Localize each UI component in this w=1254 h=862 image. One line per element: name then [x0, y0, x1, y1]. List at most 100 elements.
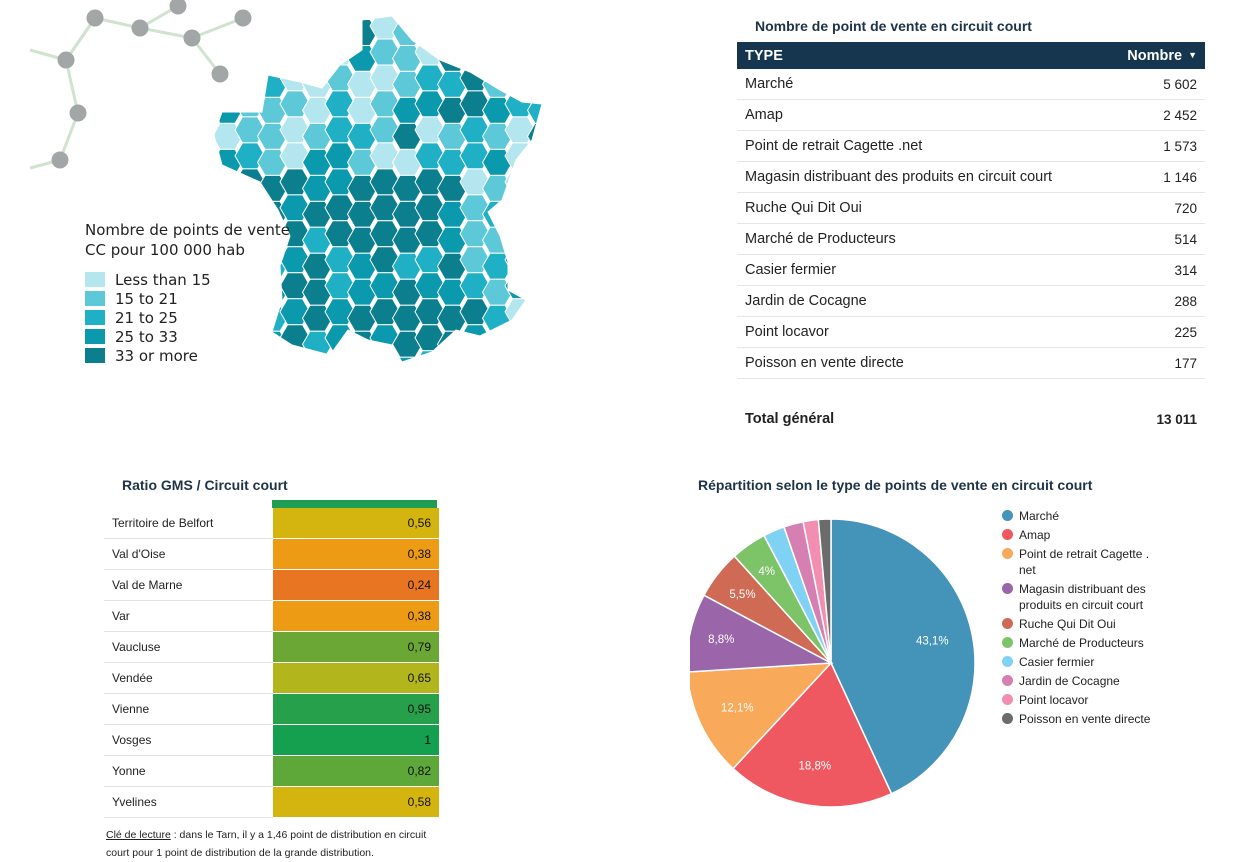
department-shape[interactable] [213, 174, 244, 202]
department-shape[interactable] [504, 376, 536, 403]
pie-legend-item[interactable]: Casier fermier [1002, 654, 1162, 670]
department-shape[interactable] [414, 376, 446, 403]
department-shape[interactable] [481, 330, 514, 358]
pie-legend-item[interactable]: Marché [1002, 508, 1162, 524]
department-shape[interactable] [504, 194, 536, 222]
department-shape[interactable] [190, 403, 220, 420]
department-shape[interactable] [256, 45, 289, 72]
department-shape[interactable] [504, 13, 536, 40]
table-row[interactable]: Marché de Producteurs 514 [737, 223, 1205, 255]
department-shape[interactable] [325, 0, 355, 13]
department-shape[interactable] [459, 13, 491, 40]
department-shape[interactable] [256, 19, 289, 46]
pie-slice[interactable] [817, 518, 832, 664]
department-shape[interactable] [190, 168, 221, 196]
department-shape[interactable] [369, 350, 401, 378]
pie-legend-item[interactable]: Ruche Qui Dit Oui [1002, 616, 1162, 632]
department-shape[interactable] [481, 70, 514, 98]
department-shape[interactable] [526, 278, 559, 306]
department-shape[interactable] [459, 324, 491, 352]
department-shape[interactable] [370, 403, 400, 420]
ratio-row[interactable]: Vendée 0,65 [104, 662, 439, 694]
department-shape[interactable] [526, 356, 559, 384]
department-shape[interactable] [391, 382, 424, 409]
department-shape[interactable] [505, 403, 535, 420]
department-shape[interactable] [301, 0, 334, 20]
department-shape[interactable] [526, 382, 559, 409]
department-shape[interactable] [346, 382, 379, 409]
department-shape[interactable] [526, 252, 559, 280]
ratio-row[interactable]: Yvelines 0,58 [104, 786, 439, 818]
pie-legend-item[interactable]: Magasin distribuant des produits en circ… [1002, 581, 1162, 613]
department-shape[interactable] [459, 376, 491, 403]
department-shape[interactable] [504, 324, 536, 352]
department-shape[interactable] [526, 148, 559, 176]
department-shape[interactable] [526, 96, 559, 124]
department-shape[interactable] [279, 376, 311, 403]
department-shape[interactable] [481, 356, 514, 384]
department-shape[interactable] [504, 64, 536, 92]
department-shape[interactable] [301, 382, 334, 409]
table-row[interactable]: Casier fermier 314 [737, 254, 1205, 286]
pie-legend-item[interactable]: Point locavor [1002, 692, 1162, 708]
department-shape[interactable] [505, 0, 535, 13]
department-shape[interactable] [235, 403, 265, 420]
department-shape[interactable] [369, 376, 401, 403]
pie-legend-item[interactable]: Amap [1002, 527, 1162, 543]
ratio-row[interactable]: Var 0,38 [104, 600, 439, 632]
department-shape[interactable] [280, 0, 310, 13]
sort-desc-icon[interactable]: ▼ [1188, 49, 1197, 60]
ratio-row[interactable]: Val de Marne 0,24 [104, 569, 439, 601]
department-shape[interactable] [415, 0, 445, 13]
department-shape[interactable] [190, 0, 220, 13]
department-shape[interactable] [280, 403, 310, 420]
department-shape[interactable] [481, 0, 514, 20]
department-shape[interactable] [481, 45, 514, 72]
department-shape[interactable] [279, 13, 311, 40]
department-shape[interactable] [234, 376, 266, 403]
department-shape[interactable] [234, 38, 266, 66]
department-shape[interactable] [481, 382, 514, 409]
table-row[interactable]: Amap 2 452 [737, 99, 1205, 131]
department-shape[interactable] [504, 220, 536, 248]
department-shape[interactable] [504, 168, 536, 196]
department-shape[interactable] [346, 0, 379, 20]
department-shape[interactable] [481, 19, 514, 46]
department-shape[interactable] [436, 45, 469, 72]
department-shape[interactable] [279, 38, 311, 66]
department-shape[interactable] [504, 350, 536, 378]
france-departments-map[interactable] [0, 0, 700, 420]
department-shape[interactable] [526, 304, 559, 332]
department-shape[interactable] [213, 96, 244, 124]
department-shape[interactable] [370, 0, 400, 13]
ratio-row[interactable]: Val d'Oise 0,38 [104, 538, 439, 570]
department-shape[interactable] [526, 19, 559, 46]
table-row[interactable]: Jardin de Cocagne 288 [737, 285, 1205, 317]
department-shape[interactable] [504, 38, 536, 66]
department-shape[interactable] [436, 382, 469, 409]
department-shape[interactable] [526, 174, 559, 202]
column-header-count[interactable]: Nombre ▼ [1106, 42, 1205, 69]
department-shape[interactable] [213, 382, 244, 409]
pie-legend-item[interactable]: Marché de Producteurs [1002, 635, 1162, 651]
pie-legend-item[interactable]: Point de retrait Cagette . net [1002, 546, 1162, 578]
pie-slice[interactable] [690, 662, 833, 770]
department-shape[interactable] [190, 90, 221, 118]
department-shape[interactable] [234, 194, 266, 222]
column-header-type[interactable]: TYPE [737, 42, 1107, 69]
table-row[interactable]: Point locavor 225 [737, 316, 1205, 348]
department-shape[interactable] [436, 356, 469, 384]
department-shape[interactable] [256, 70, 289, 98]
ratio-row[interactable]: Vaucluse 0,79 [104, 631, 439, 663]
department-shape[interactable] [436, 19, 469, 46]
department-shape[interactable] [414, 350, 446, 378]
department-shape[interactable] [436, 0, 469, 20]
department-shape[interactable] [301, 45, 334, 72]
department-shape[interactable] [190, 376, 221, 403]
department-shape[interactable] [504, 246, 536, 274]
department-shape[interactable] [526, 330, 559, 358]
department-shape[interactable] [415, 403, 445, 420]
department-shape[interactable] [324, 376, 356, 403]
table-row[interactable]: Point de retrait Cagette .net 1 573 [737, 130, 1205, 162]
department-shape[interactable] [414, 13, 446, 40]
